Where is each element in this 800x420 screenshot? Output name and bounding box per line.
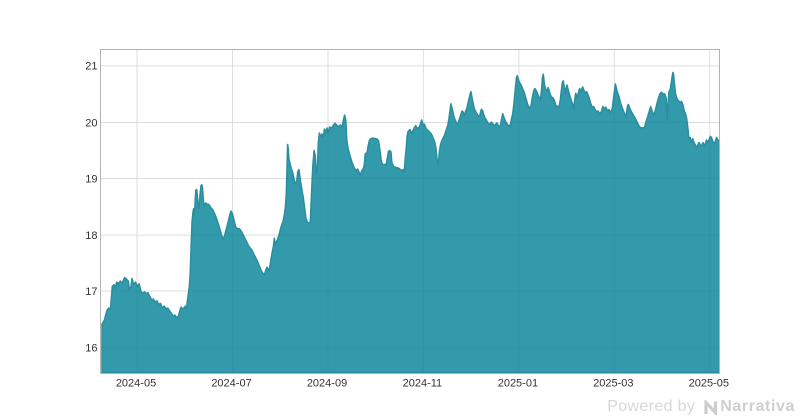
svg-text:2025-03: 2025-03 — [593, 378, 633, 390]
svg-text:2024-11: 2024-11 — [403, 378, 443, 390]
svg-text:2024-07: 2024-07 — [211, 378, 251, 390]
svg-text:21: 21 — [85, 61, 97, 73]
svg-text:18: 18 — [85, 230, 97, 242]
svg-text:2025-05: 2025-05 — [689, 378, 729, 390]
svg-text:20: 20 — [85, 117, 97, 129]
svg-text:19: 19 — [85, 173, 97, 185]
svg-text:2024-05: 2024-05 — [116, 378, 156, 390]
svg-text:16: 16 — [85, 343, 97, 355]
svg-text:2025-01: 2025-01 — [498, 378, 538, 390]
svg-text:17: 17 — [85, 286, 97, 298]
svg-text:2024-09: 2024-09 — [307, 378, 347, 390]
